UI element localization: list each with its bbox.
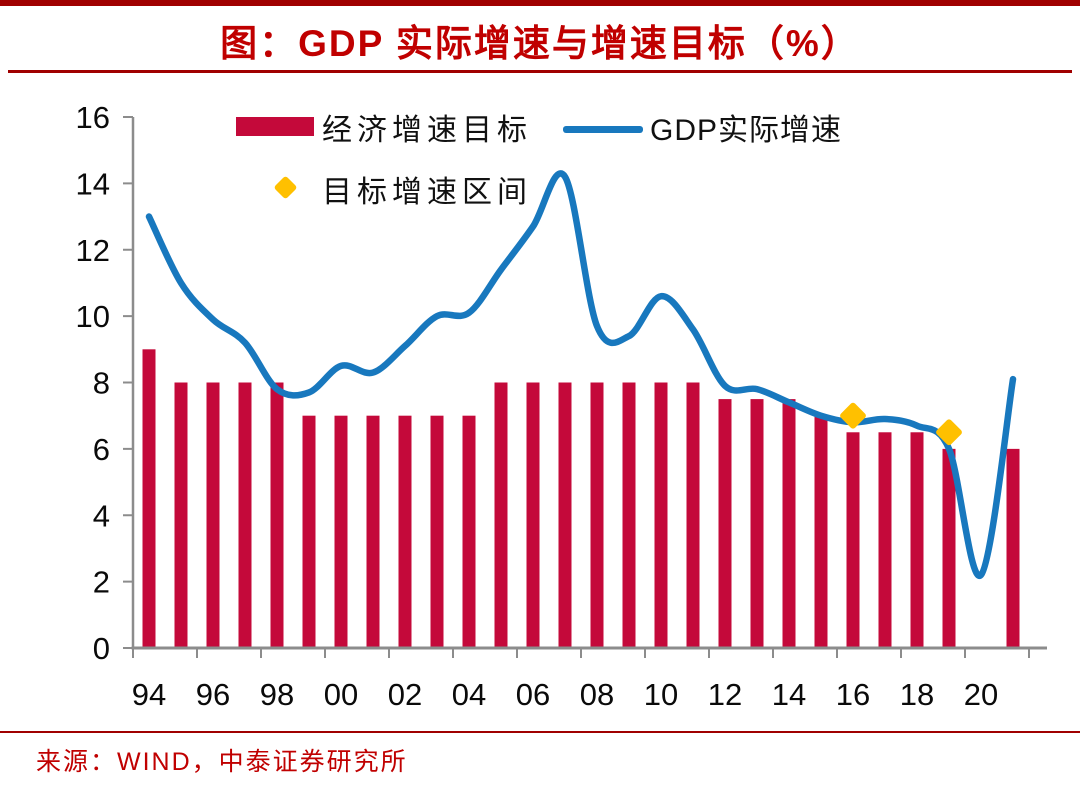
y-tick-label: 4 [93, 498, 110, 533]
legend-line-swatch [563, 126, 643, 133]
target-bar-2015 [814, 415, 828, 648]
legend-bar-swatch [236, 117, 314, 136]
target-bar-2016 [846, 432, 860, 648]
target-range-diamond-2019 [936, 419, 962, 446]
legend-label-target: 经济增速目标 [322, 114, 532, 147]
title-divider [8, 70, 1072, 73]
target-bar-2003 [430, 415, 444, 648]
target-bar-1999 [302, 415, 316, 648]
source-note: 来源：WIND，中泰证券研究所 [36, 748, 408, 776]
x-tick-label: 94 [132, 677, 166, 712]
y-tick-label: 12 [76, 233, 110, 268]
target-bar-1998 [270, 382, 284, 648]
target-bar-2018 [910, 432, 924, 648]
x-tick-label: 08 [580, 677, 614, 712]
target-bar-2000 [334, 415, 348, 648]
target-bar-2019 [942, 448, 956, 648]
x-tick-label: 10 [644, 677, 678, 712]
target-bar-2005 [494, 382, 508, 648]
legend-label-target-range: 目标增速区间 [322, 176, 532, 209]
target-bar-2004 [462, 415, 476, 648]
gdp-actual-line [145, 170, 1017, 579]
target-range-diamond-2016 [840, 402, 866, 429]
target-bar-1996 [206, 382, 220, 648]
x-tick-label: 96 [196, 677, 230, 712]
target-bar-1995 [174, 382, 188, 648]
target-bar-1994 [142, 349, 156, 648]
target-bar-2014 [782, 399, 796, 648]
target-bar-2006 [526, 382, 540, 648]
target-bar-2017 [878, 432, 892, 648]
legend-label-gdp-actual: GDP实际增速 [650, 114, 843, 147]
y-tick-label: 6 [93, 432, 110, 467]
page-title: 图：GDP 实际增速与增速目标（%） [220, 23, 860, 64]
x-tick-label: 12 [708, 677, 742, 712]
target-bar-2002 [398, 415, 412, 648]
top-border-bar [0, 0, 1080, 6]
x-tick-label: 16 [836, 677, 870, 712]
y-tick-label: 8 [93, 366, 110, 401]
x-tick-label: 18 [900, 677, 934, 712]
footer-divider [0, 731, 1080, 733]
x-tick-label: 06 [516, 677, 550, 712]
x-tick-label: 14 [772, 677, 806, 712]
x-tick-label: 00 [324, 677, 358, 712]
x-tick-label: 98 [260, 677, 294, 712]
x-tick-label: 20 [964, 677, 998, 712]
target-bar-2007 [558, 382, 572, 648]
y-tick-label: 16 [76, 100, 110, 135]
y-tick-label: 2 [93, 565, 110, 600]
y-tick-label: 14 [76, 166, 110, 201]
target-bar-2009 [622, 382, 636, 648]
y-tick-label: 10 [76, 299, 110, 334]
target-bar-2012 [718, 399, 732, 648]
target-bar-2021 [1006, 448, 1020, 648]
x-tick-label: 02 [388, 677, 422, 712]
target-bar-2010 [654, 382, 668, 648]
x-tick-label: 04 [452, 677, 486, 712]
target-bar-2011 [686, 382, 700, 648]
target-bar-1997 [238, 382, 252, 648]
target-bar-2008 [590, 382, 604, 648]
y-tick-label: 0 [93, 631, 110, 666]
target-bar-2001 [366, 415, 380, 648]
target-bar-2013 [750, 399, 764, 648]
